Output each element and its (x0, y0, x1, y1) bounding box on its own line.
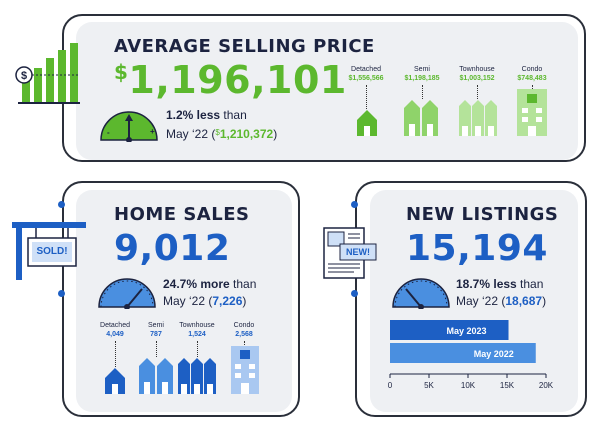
bar-label: May 2023 (446, 326, 486, 336)
avg-price-card (76, 22, 578, 160)
new-listings-change: 18.7% less (456, 277, 517, 291)
avg-price-value: $1,196,101 (114, 58, 347, 102)
new-listing-flyer-icon (323, 227, 377, 279)
gauge-icon (100, 111, 158, 142)
new-listings-comparison: 18.7% less than May ‘22 (18,687) (456, 276, 576, 310)
price-type-townhouse: Townhouse $1,003,152 (450, 65, 504, 83)
sales-type-value: 2,568 (235, 331, 253, 338)
home-sales-title: HOME SALES (114, 204, 250, 225)
new-listings-prev-value: 18,687 (505, 294, 543, 308)
x-tick-label: 5K (424, 381, 434, 390)
townhouse-icon (178, 358, 216, 394)
avg-price-prev-currency: $ (215, 128, 220, 137)
x-tick-label: 10K (461, 381, 476, 390)
gauge-plus-label: + (150, 127, 155, 136)
x-tick-label: 15K (500, 381, 515, 390)
gauge-down-icon (392, 278, 450, 309)
semi-house-icon (404, 100, 438, 136)
frame-dot (58, 201, 65, 208)
avg-price-title: AVERAGE SELLING PRICE (114, 36, 375, 57)
avg-price-prev-value: 1,210,372 (219, 127, 274, 141)
avg-price-prev-period: May ‘22 ( (166, 127, 216, 141)
price-type-condo: Condo $748,483 (508, 65, 556, 83)
svg-text:$: $ (21, 70, 27, 82)
frame-dot (351, 201, 358, 208)
sales-type-label: Condo (233, 322, 255, 329)
price-type-semi: Semi $1,198,185 (396, 65, 448, 83)
listings-bar-chart: May 2023 May 2022 0 5K 10K 15K 20K (388, 320, 554, 390)
price-chart-icon: $ (15, 43, 80, 104)
price-type-value: $1,003,152 (459, 75, 495, 82)
price-type-detached: Detached $1,556,566 (340, 65, 392, 83)
sales-type-value: 1,524 (188, 331, 206, 338)
price-type-label: Semi (414, 66, 430, 73)
condo-icon (517, 89, 547, 136)
home-sales-prev-value: 7,226 (212, 294, 243, 308)
condo-icon (231, 346, 259, 394)
sales-type-label: Semi (148, 322, 164, 329)
gauge-minus-label: - (107, 128, 110, 137)
avg-price-prev-close: ) (273, 127, 278, 141)
sales-type-value: 787 (150, 331, 162, 338)
bar-may-2022 (390, 343, 536, 363)
sold-sign-text: SOLD! (36, 246, 68, 257)
detached-house-icon (105, 368, 125, 394)
new-listings-prev-close: ) (542, 294, 547, 308)
sales-type-label: Townhouse (179, 322, 215, 329)
price-type-value: $1,556,566 (348, 75, 384, 82)
leader-line (115, 341, 116, 367)
home-sales-change: 24.7% more (163, 277, 230, 291)
home-sales-frame (62, 181, 300, 417)
leader-line (477, 85, 478, 99)
leader-line (197, 341, 198, 357)
new-listings-value: 15,194 (406, 228, 548, 269)
home-sales-prev-period: May ‘22 ( (163, 294, 213, 308)
leader-line (156, 341, 157, 357)
home-sales-comparison: 24.7% more than May ‘22 (7,226) (163, 276, 293, 310)
sold-sign-icon (12, 222, 86, 280)
x-tick-label: 0 (388, 381, 393, 390)
new-listings-title: NEW LISTINGS (406, 204, 559, 225)
leader-line (366, 85, 367, 109)
sales-type-detached: Detached 4,049 (94, 321, 136, 339)
home-sales-value: 9,012 (114, 228, 231, 269)
avg-price-comparison: 1.2% less than May ‘22 ($1,210,372) (166, 107, 306, 143)
bar-label: May 2022 (474, 349, 514, 359)
leader-line (532, 85, 533, 89)
home-sales-prev-close: ) (242, 294, 247, 308)
price-type-value: $748,483 (517, 75, 547, 82)
avg-price-number: 1,196,101 (128, 58, 347, 102)
bar-may-2023 (390, 320, 509, 340)
leader-line (422, 85, 423, 99)
price-type-label: Detached (351, 66, 381, 73)
new-badge-text: NEW! (346, 247, 370, 257)
new-listings-change-suffix: than (516, 277, 544, 291)
new-listings-prev-period: May ‘22 ( (456, 294, 506, 308)
price-type-label: Condo (521, 66, 543, 73)
price-type-value: $1,198,185 (404, 75, 440, 82)
new-listings-frame (355, 181, 587, 417)
sales-type-semi: Semi 787 (140, 321, 172, 339)
sales-type-condo: Condo 2,568 (226, 321, 262, 339)
x-tick-label: 20K (539, 381, 554, 390)
sales-type-townhouse: Townhouse 1,524 (174, 321, 220, 339)
sales-type-label: Detached (100, 322, 130, 329)
avg-price-change-suffix: than (220, 108, 247, 122)
semi-house-icon (139, 358, 173, 394)
townhouse-icon (459, 100, 497, 136)
price-type-label: Townhouse (459, 66, 495, 73)
avg-price-currency: $ (114, 60, 129, 84)
frame-dot (351, 290, 358, 297)
avg-price-change: 1.2% less (166, 108, 221, 122)
leader-line (244, 341, 245, 345)
home-sales-change-suffix: than (229, 277, 257, 291)
gauge-up-icon (98, 278, 156, 309)
sales-type-value: 4,049 (106, 331, 124, 338)
frame-dot (58, 290, 65, 297)
detached-house-icon (357, 110, 377, 136)
